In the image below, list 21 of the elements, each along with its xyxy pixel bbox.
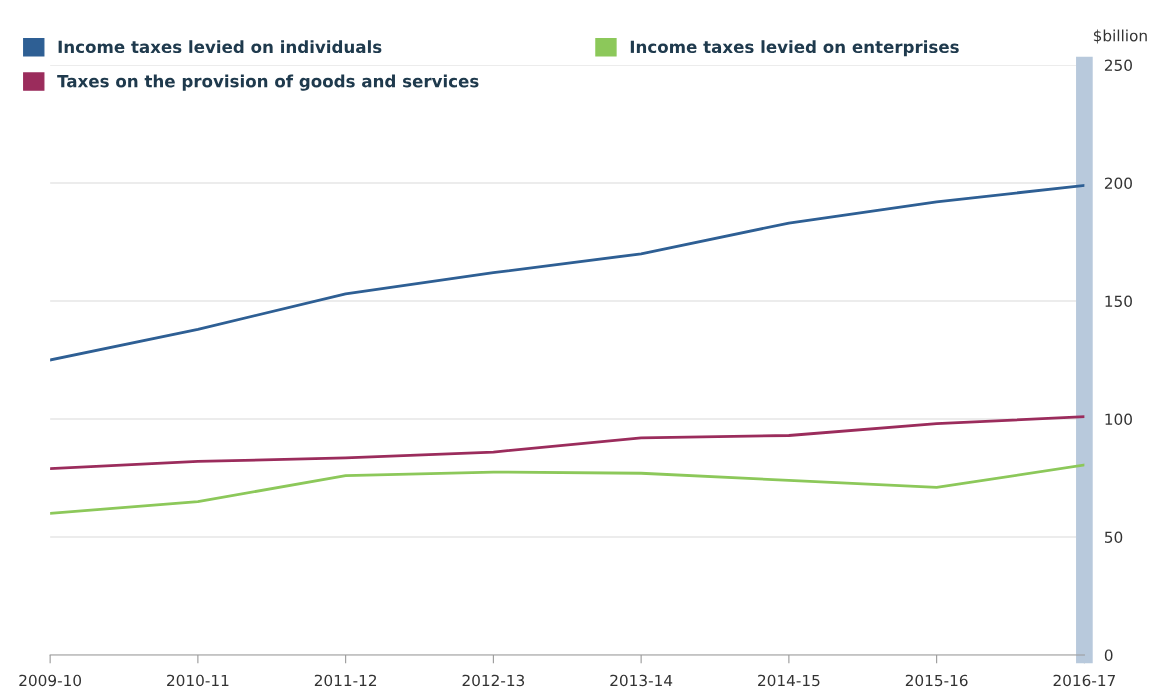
x-tick-label: 2010-11 xyxy=(167,674,229,687)
x-tick-label: 2016-17 xyxy=(1053,674,1115,687)
line-series xyxy=(50,463,1085,515)
y-tick-label: 200 xyxy=(1104,177,1132,190)
y-tick-label: 50 xyxy=(1105,531,1123,543)
y-tick-label: 250 xyxy=(1104,59,1132,72)
line-series xyxy=(50,415,1085,470)
y-tick-label: 100 xyxy=(1105,413,1132,425)
x-tick-label: 2015-16 xyxy=(905,674,968,687)
y-axis-title: $billion xyxy=(1093,29,1147,44)
x-tick-label: 2009-10 xyxy=(19,674,82,687)
x-tick-label: 2011-12 xyxy=(314,674,377,687)
legend-label: Income taxes levied on enterprises xyxy=(630,40,959,57)
legend-label: Taxes on the provision of goods and services xyxy=(57,74,479,91)
y-tick-label: 0 xyxy=(1104,649,1113,661)
x-tick-label: 2012-13 xyxy=(462,674,525,687)
x-tick-label: 2014-15 xyxy=(758,674,820,687)
x-tick-label: 2013-14 xyxy=(610,674,673,687)
legend-label: Income taxes levied on individuals xyxy=(58,40,382,54)
y-tick-label: 150 xyxy=(1105,295,1132,308)
line-series xyxy=(50,183,1085,362)
